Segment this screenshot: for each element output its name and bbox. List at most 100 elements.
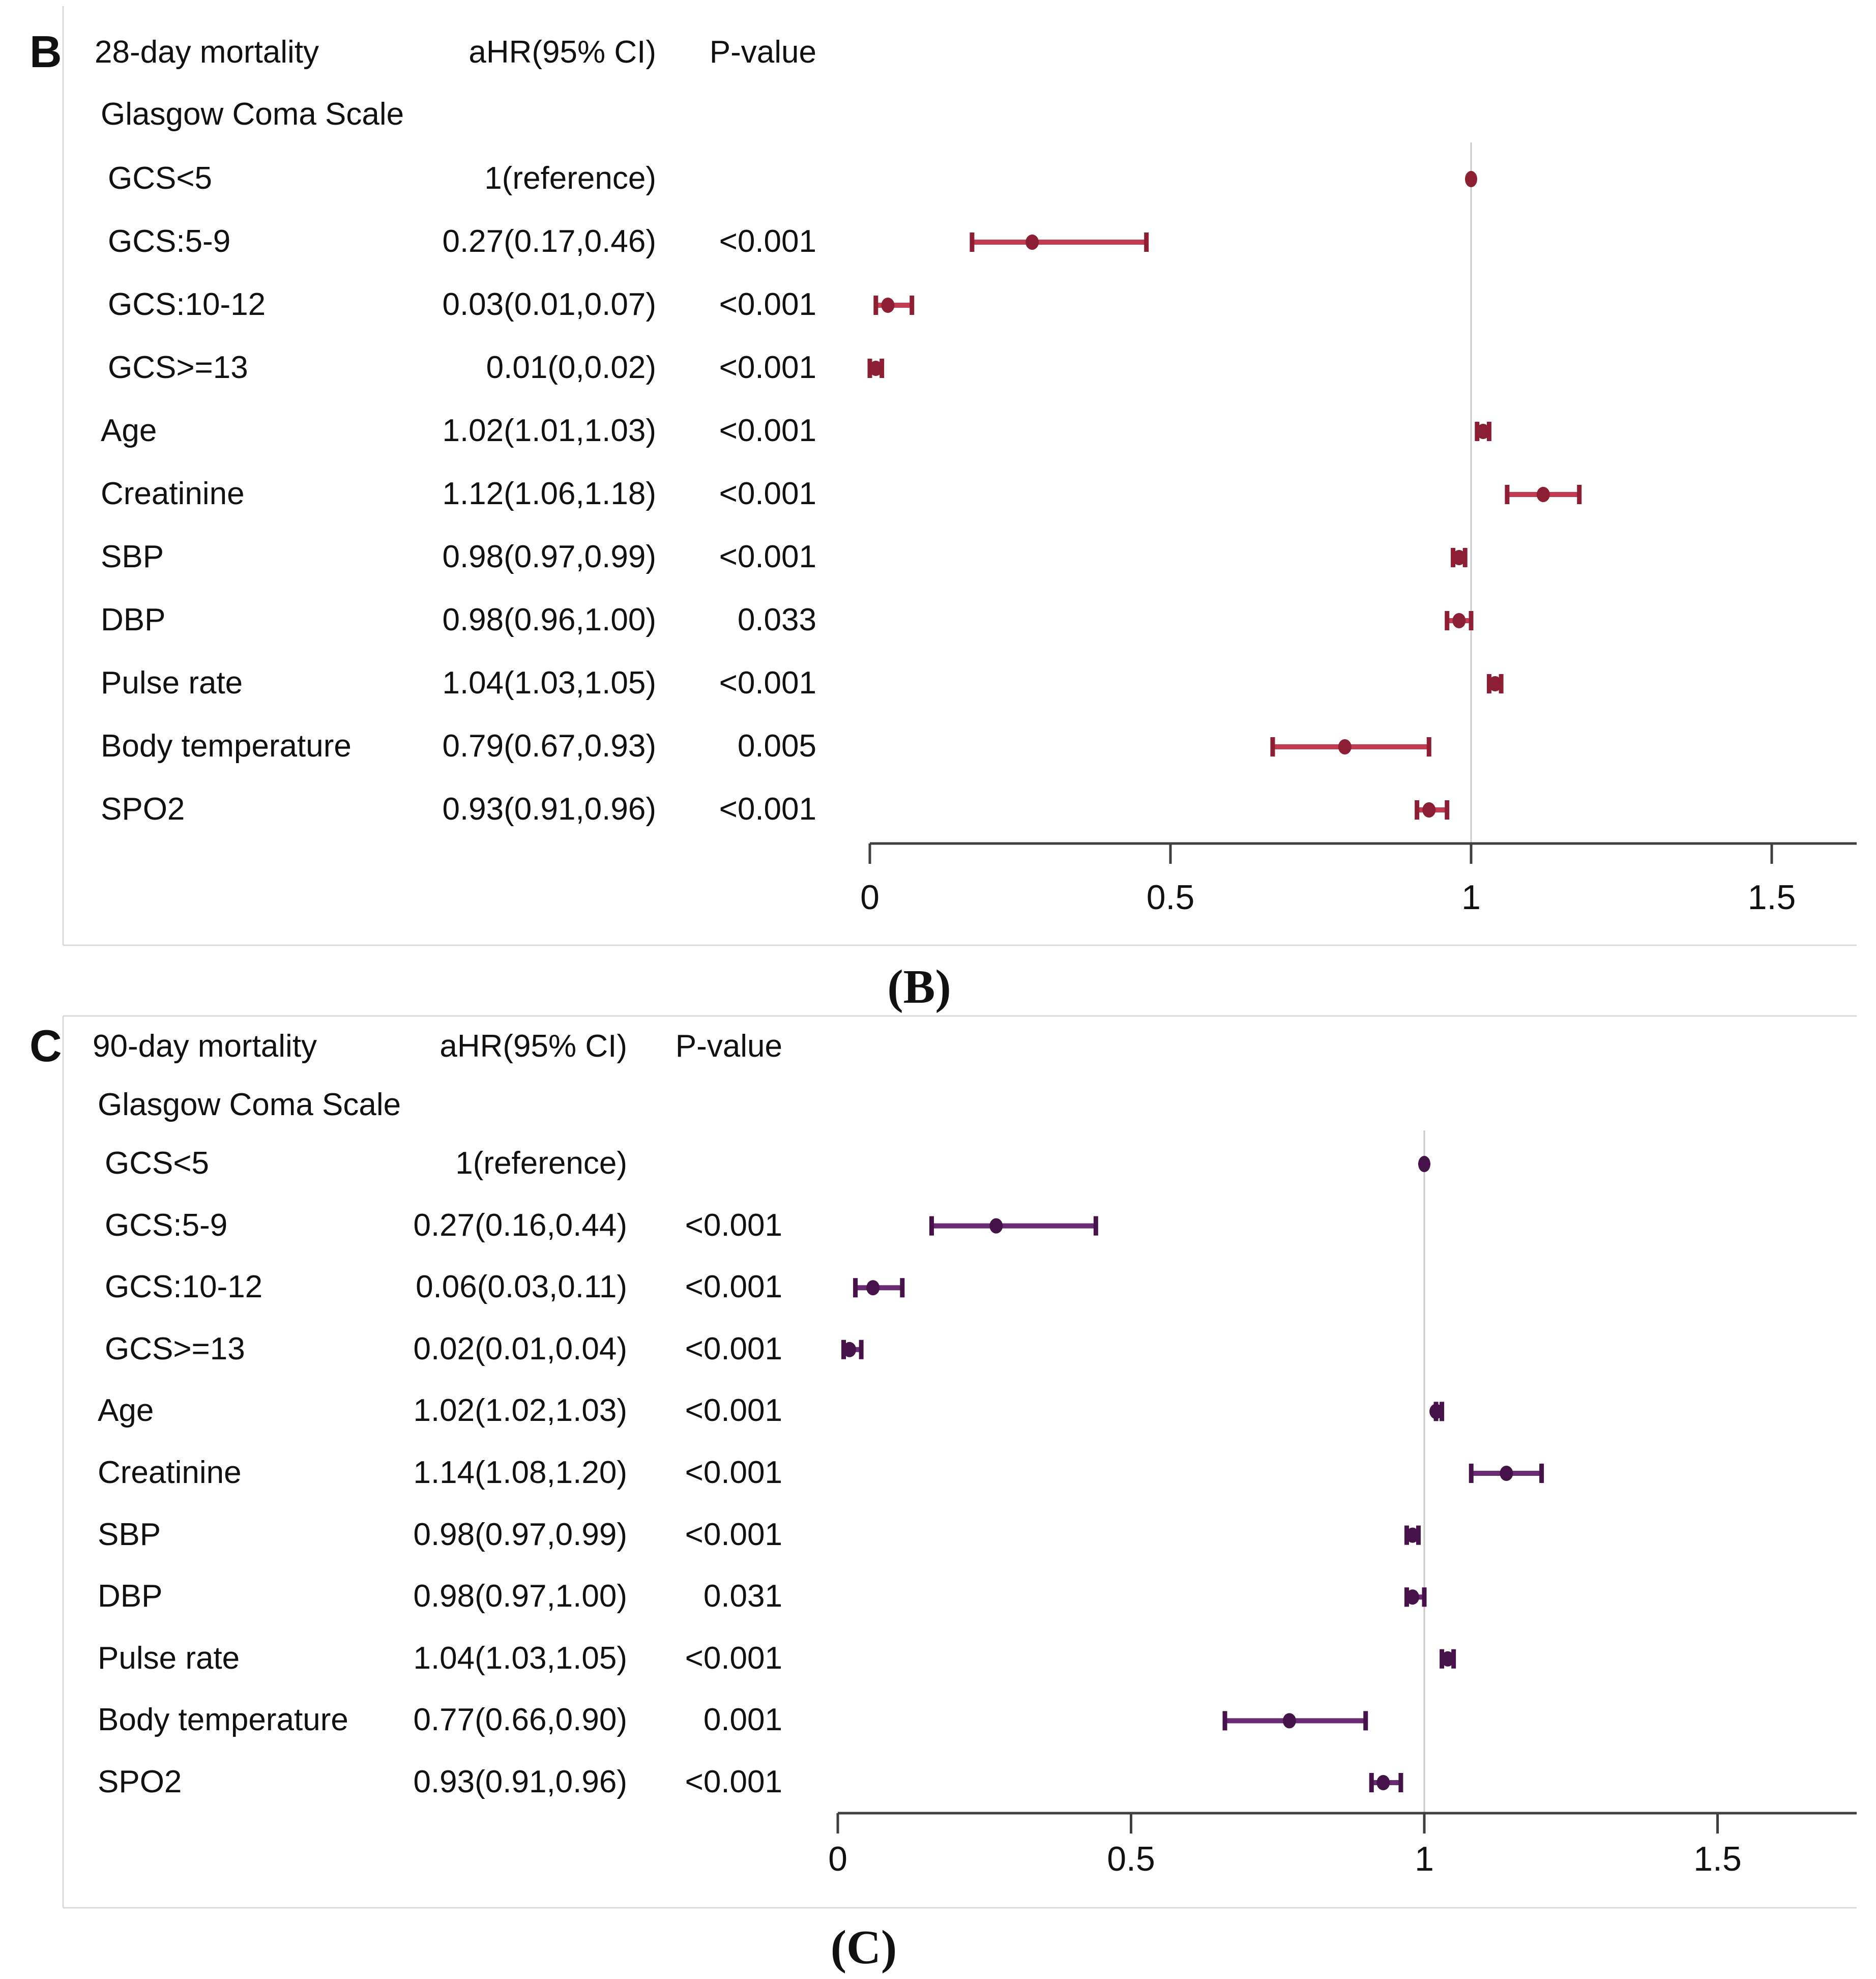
row-pvalue: <0.001	[685, 1269, 782, 1304]
row-pvalue: <0.001	[719, 286, 816, 322]
row-ahr: 1.02(1.02,1.03)	[413, 1393, 627, 1429]
point-estimate-dot	[866, 1280, 880, 1296]
caption-c: (C)	[830, 1921, 897, 1974]
point-estimate-dot	[1405, 1527, 1419, 1543]
row-ahr: 1.02(1.01,1.03)	[442, 413, 656, 448]
column-header-outcome: 28-day mortality	[95, 34, 319, 70]
row-label: Pulse rate	[101, 665, 243, 701]
point-estimate-dot	[1536, 487, 1550, 502]
row-ahr: 0.02(0.01,0.04)	[413, 1331, 627, 1366]
row-ahr: 0.98(0.97,0.99)	[442, 539, 656, 574]
row-label: DBP	[98, 1578, 163, 1614]
row-label: Body temperature	[101, 728, 351, 764]
row-label: SPO2	[98, 1764, 182, 1799]
row-ahr: 0.93(0.91,0.96)	[413, 1764, 627, 1799]
row-label: GCS:10-12	[105, 1269, 263, 1304]
axis-tick-label-c: 0	[828, 1840, 847, 1878]
row-label: Age	[101, 413, 157, 448]
column-header-outcome: 90-day mortality	[93, 1028, 317, 1064]
row-label: Pulse rate	[98, 1640, 240, 1676]
axis-tick-label-b: 1.5	[1748, 878, 1796, 917]
row-ahr: 0.98(0.97,0.99)	[413, 1517, 627, 1552]
column-header-ahr: aHR(95% CI)	[468, 34, 656, 70]
row-pvalue: <0.001	[685, 1393, 782, 1429]
axis-tick-label-b: 0	[860, 878, 880, 917]
row-label: GCS:10-12	[108, 286, 266, 322]
row-ahr: 1(reference)	[484, 160, 656, 196]
row-pvalue: <0.001	[685, 1764, 782, 1799]
point-estimate-dot	[1441, 1651, 1455, 1667]
point-estimate-dot	[1500, 1466, 1513, 1481]
row-ahr: 0.79(0.67,0.93)	[442, 728, 656, 764]
row-ahr: 1.12(1.06,1.18)	[442, 476, 656, 511]
point-estimate-dot	[1422, 802, 1436, 818]
row-label: Body temperature	[98, 1702, 348, 1738]
row-pvalue: 0.001	[703, 1702, 782, 1738]
row-ahr: 1.04(1.03,1.05)	[442, 665, 656, 701]
row-ahr: 0.93(0.91,0.96)	[442, 791, 656, 827]
reference-dot	[1418, 1156, 1430, 1172]
row-pvalue: <0.001	[685, 1454, 782, 1490]
column-header-ahr: aHR(95% CI)	[439, 1028, 627, 1064]
column-header-pvalue: P-value	[709, 34, 816, 70]
point-estimate-dot	[1282, 1713, 1296, 1729]
point-estimate-dot	[869, 361, 883, 376]
axis-tick-label-c: 0.5	[1107, 1840, 1155, 1878]
row-ahr: 0.77(0.66,0.90)	[413, 1702, 627, 1738]
panel-letter-b: B	[30, 26, 62, 77]
row-pvalue: 0.031	[703, 1578, 782, 1614]
point-estimate-dot	[1025, 235, 1039, 250]
row-label: SBP	[101, 539, 164, 574]
row-ahr: 1.04(1.03,1.05)	[413, 1640, 627, 1676]
row-pvalue: <0.001	[719, 350, 816, 385]
row-label: Age	[98, 1393, 154, 1429]
point-estimate-dot	[1429, 1404, 1443, 1419]
row-pvalue: <0.001	[719, 791, 816, 827]
point-estimate-dot	[1452, 550, 1466, 565]
row-label: GCS<5	[105, 1145, 210, 1181]
row-label: GCS>=13	[108, 350, 248, 385]
section-label: Glasgow Coma Scale	[98, 1087, 401, 1122]
point-estimate-dot	[1476, 424, 1490, 439]
point-estimate-dot	[1488, 676, 1502, 691]
row-label: GCS<5	[108, 160, 213, 196]
row-ahr: 0.01(0,0.02)	[486, 350, 656, 385]
point-estimate-dot	[1338, 739, 1352, 754]
point-estimate-dot	[989, 1218, 1003, 1234]
row-ahr: 0.98(0.96,1.00)	[442, 602, 656, 637]
row-pvalue: <0.001	[685, 1517, 782, 1552]
point-estimate-dot	[843, 1342, 857, 1357]
reference-dot	[1465, 171, 1477, 187]
row-pvalue: 0.005	[737, 728, 816, 764]
caption-b: (B)	[887, 961, 951, 1013]
row-ahr: 0.03(0.01,0.07)	[442, 286, 656, 322]
section-label: Glasgow Coma Scale	[101, 96, 404, 132]
column-header-pvalue: P-value	[675, 1028, 782, 1064]
axis-tick-label-c: 1.5	[1693, 1840, 1742, 1878]
row-pvalue: <0.001	[685, 1640, 782, 1676]
row-ahr: 0.98(0.97,1.00)	[413, 1578, 627, 1614]
point-estimate-dot	[1452, 613, 1466, 628]
point-estimate-dot	[881, 298, 895, 313]
row-ahr: 0.06(0.03,0.11)	[416, 1269, 627, 1304]
axis-tick-label-b: 1	[1461, 878, 1481, 917]
point-estimate-dot	[1376, 1775, 1390, 1790]
row-ahr: 0.27(0.17,0.46)	[442, 223, 656, 259]
row-ahr: 0.27(0.16,0.44)	[413, 1207, 627, 1243]
row-label: GCS>=13	[105, 1331, 245, 1366]
row-pvalue: 0.033	[737, 602, 816, 637]
row-pvalue: <0.001	[719, 223, 816, 259]
row-label: Creatinine	[98, 1454, 242, 1490]
panel-letter-c: C	[30, 1021, 62, 1071]
row-ahr: 1.14(1.08,1.20)	[413, 1454, 627, 1490]
row-pvalue: <0.001	[685, 1331, 782, 1366]
row-ahr: 1(reference)	[455, 1145, 627, 1181]
row-label: DBP	[101, 602, 166, 637]
row-pvalue: <0.001	[685, 1207, 782, 1243]
row-pvalue: <0.001	[719, 476, 816, 511]
row-label: GCS:5-9	[105, 1207, 228, 1243]
axis-tick-label-c: 1	[1415, 1840, 1434, 1878]
axis-tick-label-b: 0.5	[1147, 878, 1195, 917]
